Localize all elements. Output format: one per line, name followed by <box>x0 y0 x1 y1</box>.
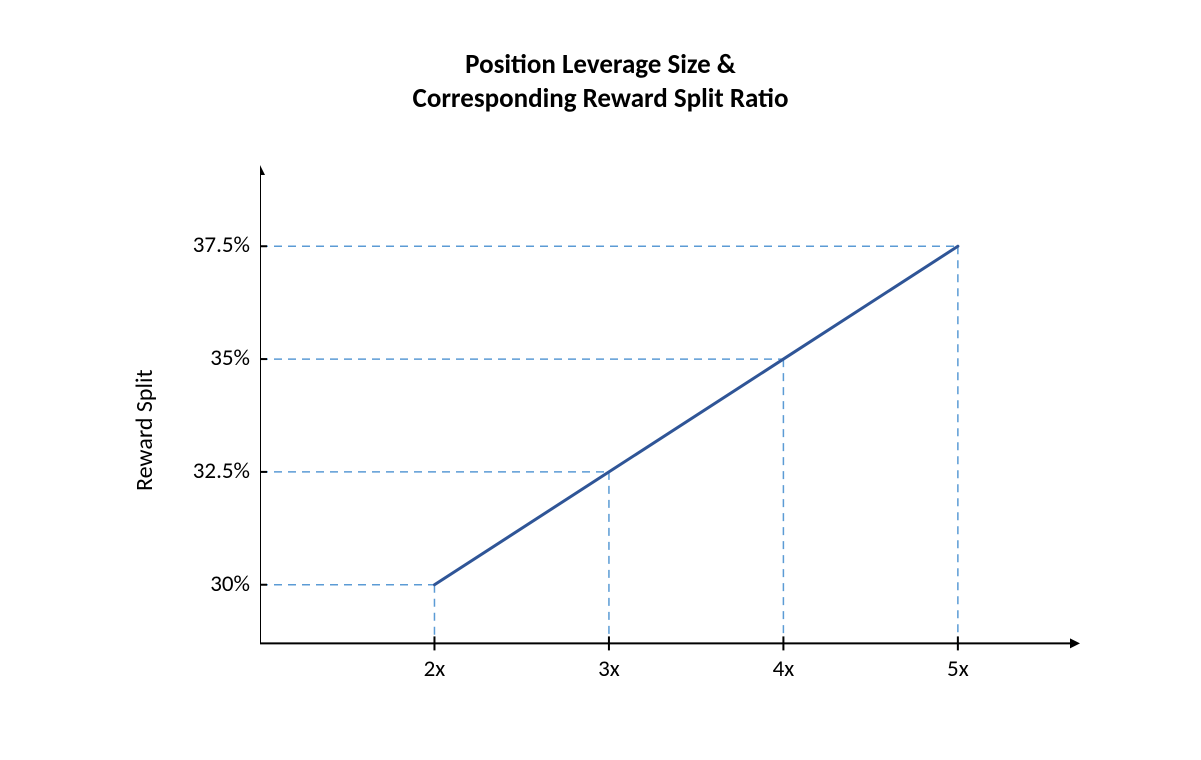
y-axis-arrow-icon <box>260 165 265 175</box>
y-tick-label-30: 30% <box>170 570 250 598</box>
chart-plot <box>260 165 1080 675</box>
x-tick-label-2: 2x <box>404 655 464 683</box>
chart-title-line2: Corresponding Reward Split Ratio <box>413 82 789 115</box>
y-tick-label-37.5: 37.5% <box>170 231 250 259</box>
chart-container: { "chart": { "type": "line", "title_line… <box>0 0 1201 760</box>
y-tick-label-32.5: 32.5% <box>170 457 250 485</box>
reward-split-line <box>434 246 957 584</box>
y-tick-label-35: 35% <box>170 344 250 372</box>
chart-title: Position Leverage Size & Corresponding R… <box>0 48 1201 116</box>
x-tick-label-4: 4x <box>753 655 813 683</box>
x-tick-label-5: 5x <box>928 655 988 683</box>
chart-title-line1: Position Leverage Size & <box>465 48 736 81</box>
x-tick-label-3: 3x <box>579 655 639 683</box>
x-axis-arrow-icon <box>1070 638 1080 648</box>
y-axis-label: Reward Split <box>130 370 159 492</box>
